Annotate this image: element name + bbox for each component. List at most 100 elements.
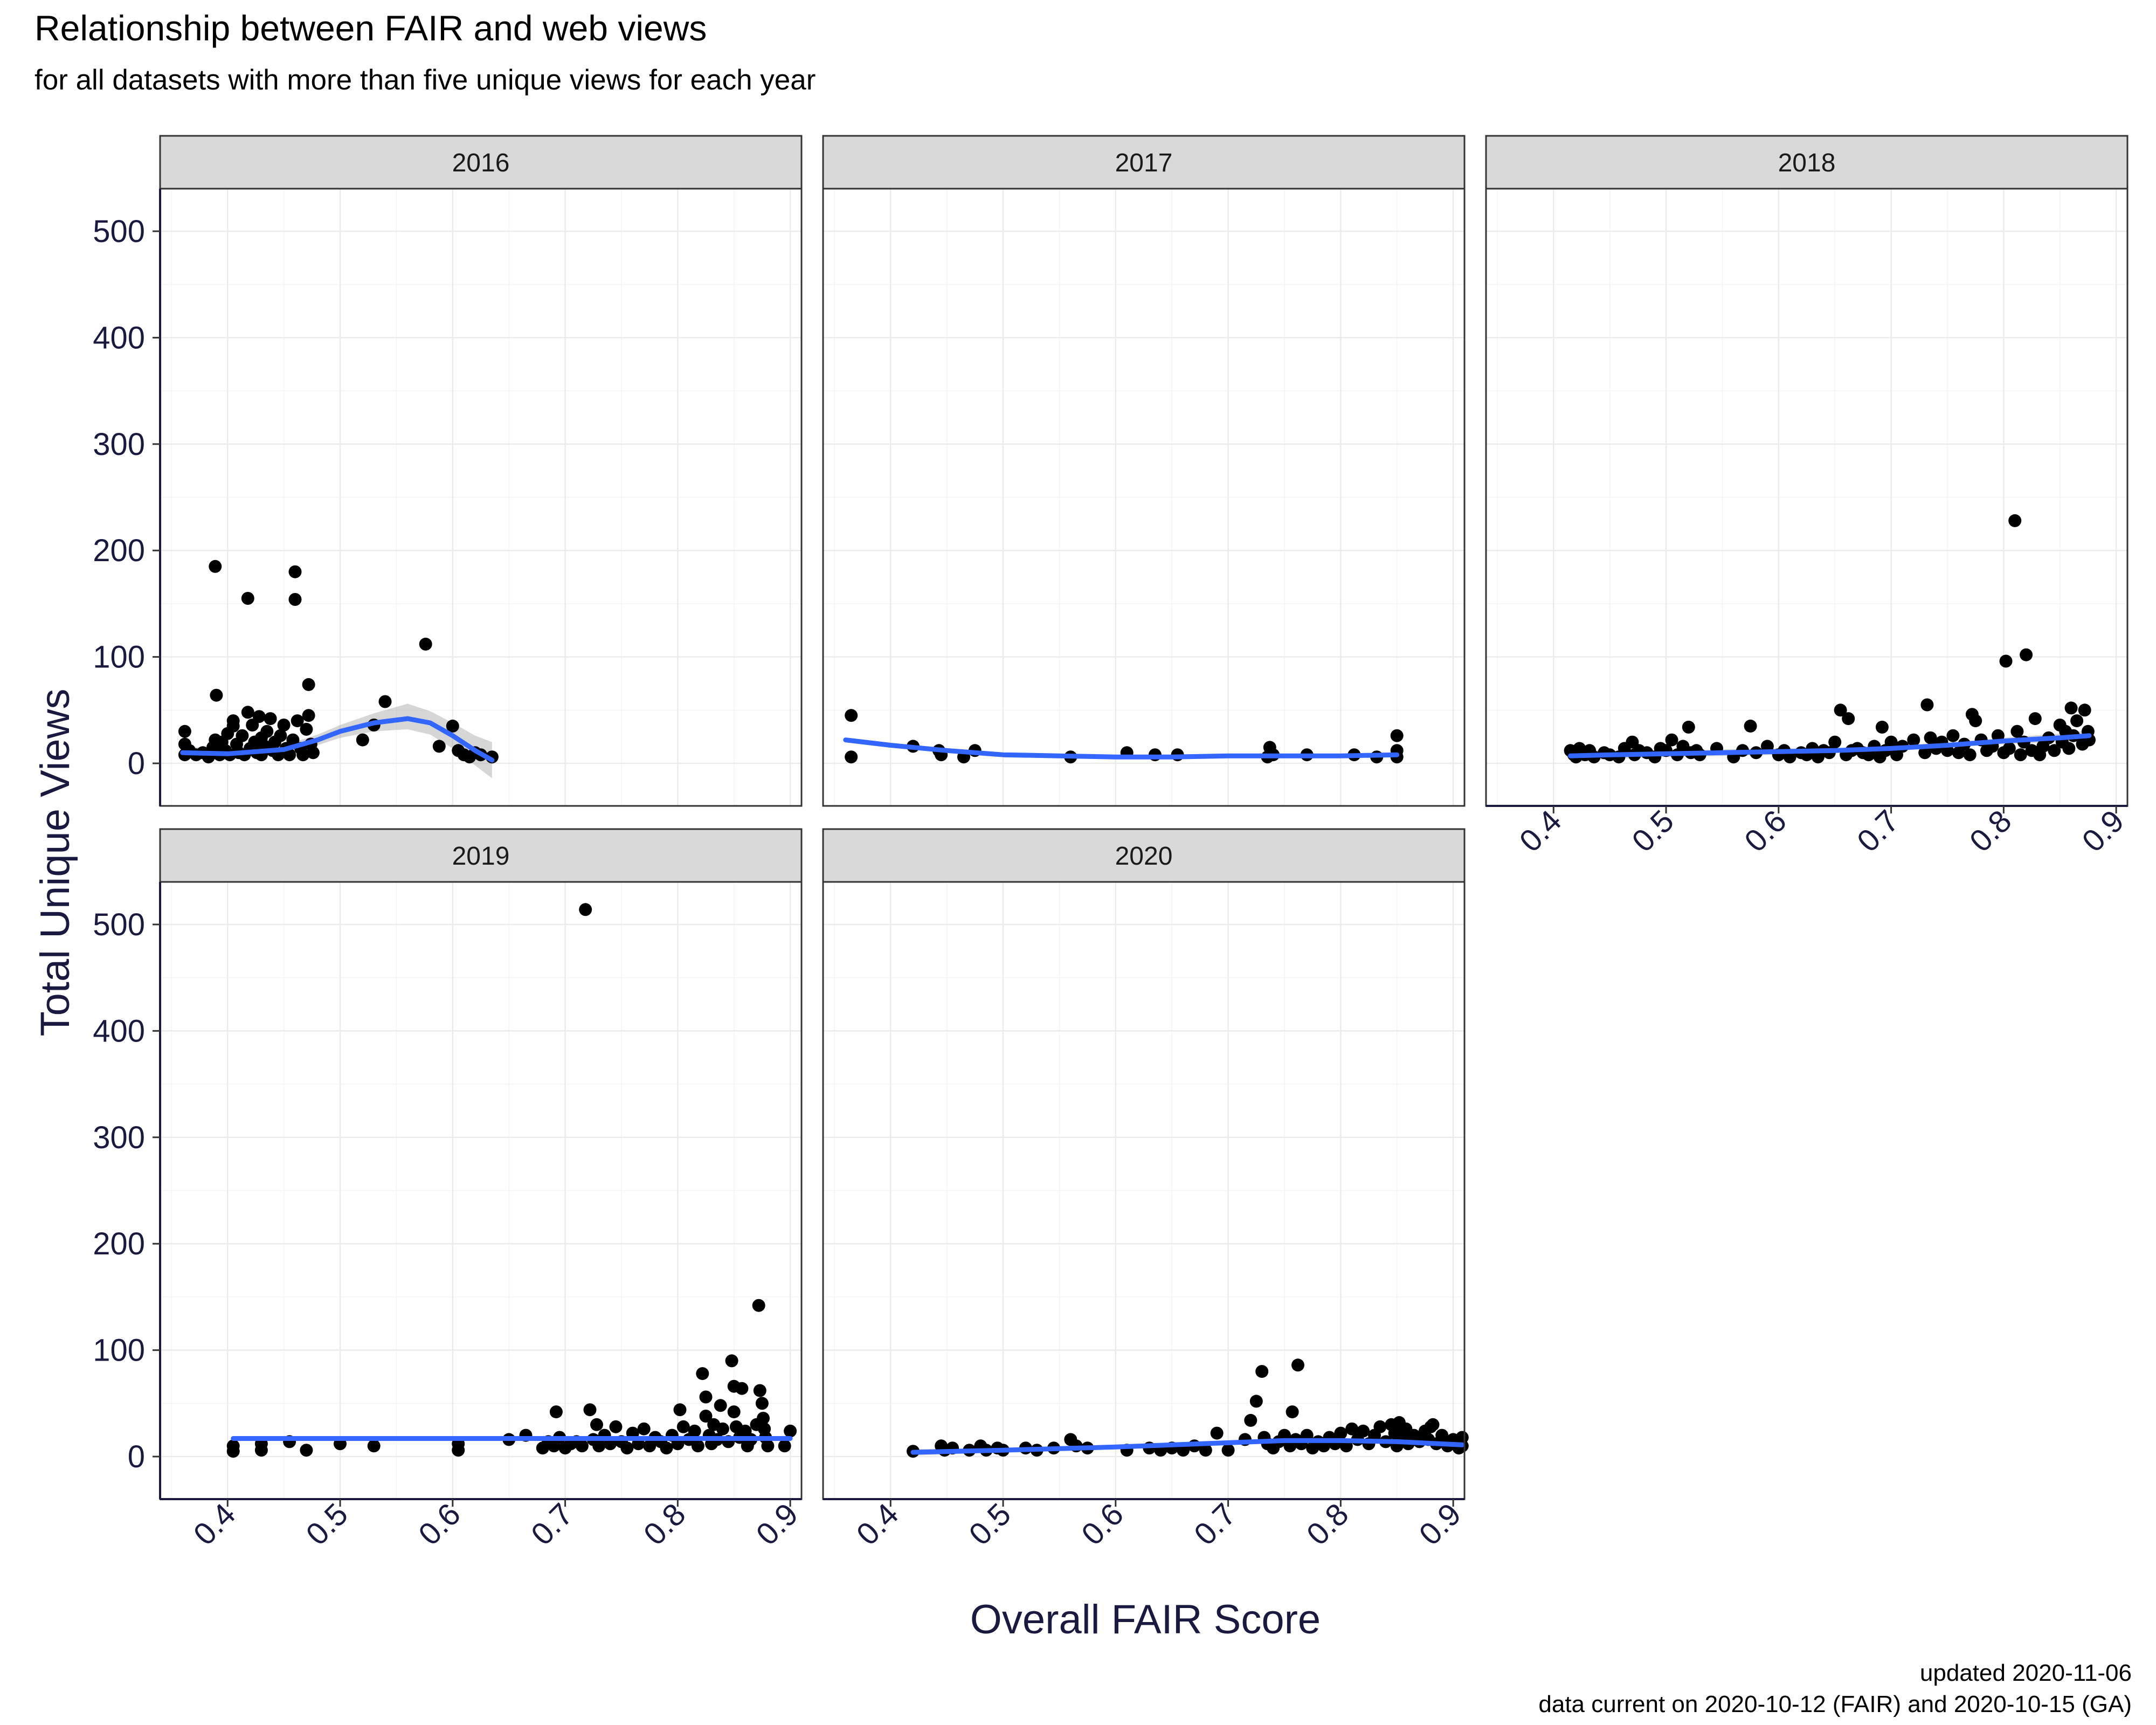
data-point [549,1405,563,1419]
data-point [1255,1365,1269,1378]
data-point [696,1367,709,1381]
data-point [1345,1422,1359,1436]
data-point [1920,698,1934,712]
data-point [300,1444,313,1457]
data-point [226,714,240,728]
data-point [688,1424,701,1438]
data-point [241,706,254,719]
data-point [1834,703,1847,717]
x-tick-label: 0.9 [749,1496,805,1552]
x-tick-label: 0.8 [1963,803,2019,859]
data-point [761,1439,775,1453]
data-point [286,733,300,747]
data-point [1244,1413,1257,1427]
data-point [252,710,266,723]
x-tick-label: 0.5 [1625,803,1681,859]
data-point [446,719,459,733]
x-tick-label: 0.8 [1300,1496,1356,1552]
data-point [378,695,392,708]
data-point [1682,720,1695,734]
x-tick-label: 0.7 [1850,803,1906,859]
data-point [288,593,302,606]
data-point [1924,731,1937,744]
y-tick-label: 0 [128,746,145,781]
x-tick-label: 0.4 [187,1496,243,1552]
smooth-line [1568,733,2092,758]
data-point [1221,1444,1235,1457]
data-point [2028,712,2042,726]
data-point [1286,1405,1299,1419]
x-tick-label: 0.8 [637,1496,693,1552]
data-point [236,729,249,742]
y-tick-label: 300 [93,1120,145,1155]
facet-strip-label: 2020 [1115,842,1173,871]
y-tick-label: 100 [93,640,145,675]
data-point [660,1441,673,1455]
x-tick-label: 0.4 [1513,803,1568,859]
x-tick-label: 0.7 [1187,1496,1243,1552]
data-point [274,729,287,742]
data-point [699,1390,713,1404]
x-tick-label: 0.4 [850,1496,906,1552]
data-point [2078,703,2091,717]
data-point [300,722,313,736]
data-point [2020,648,2033,661]
x-axis-title: Overall FAIR Score [970,1597,1321,1643]
data-point [1249,1395,1263,1408]
x-tick-label: 0.5 [962,1496,1018,1552]
data-point [1744,719,1757,733]
data-point [2014,748,2027,762]
smooth-line [180,716,495,763]
data-point [1435,1429,1449,1442]
x-tick-label: 0.9 [1412,1496,1468,1552]
facet-strip-label: 2019 [452,842,510,871]
data-point [178,724,191,738]
data-point [2008,514,2022,527]
data-point [1884,735,1898,749]
x-tick-label: 0.6 [412,1496,467,1552]
data-point [592,1439,606,1453]
data-point [1373,1420,1387,1433]
facet-strip-label: 2016 [452,149,510,177]
data-point [277,719,291,732]
y-tick-label: 0 [128,1439,145,1474]
data-point [1357,1424,1370,1438]
panel-border [822,188,1466,807]
data-point [1665,733,1678,747]
data-point [1875,720,1889,734]
data-point [260,724,274,738]
data-point [2002,742,2016,755]
data-point [699,1410,713,1423]
data-point [1210,1426,1224,1440]
data-point [714,1399,727,1412]
y-tick-label: 200 [93,533,145,568]
chart-caption: updated 2020-11-06 data current on 2020-… [1538,1658,2132,1720]
data-point [302,709,315,722]
data-point [432,740,446,753]
facet-panel: 2017 [822,135,1466,807]
data-point [2070,714,2084,728]
data-point [676,1420,690,1433]
data-point [579,903,592,916]
y-tick-label: 200 [93,1226,145,1261]
smooth-line [910,1438,1465,1455]
data-point [2062,742,2076,755]
data-point [755,1397,769,1410]
data-point [367,1439,381,1453]
data-point [302,678,315,691]
data-point [1907,733,1920,747]
data-point [452,1444,465,1457]
smooth-line [843,737,1400,760]
caption-data-current: data current on 2020-10-12 (FAIR) and 20… [1538,1691,2132,1717]
y-axis-title: Total Unique Views [32,689,78,1037]
data-point [2010,724,2024,738]
data-point [753,1384,766,1397]
data-point [691,1439,704,1453]
facet-strip-label: 2017 [1115,149,1173,177]
data-point [241,592,254,605]
x-tick-label: 0.5 [299,1496,355,1552]
facet-panel: 2016 0 100 200 300 400 500 [93,135,803,807]
chart-title: Relationship between FAIR and web views [34,8,707,48]
data-point [583,1403,597,1417]
